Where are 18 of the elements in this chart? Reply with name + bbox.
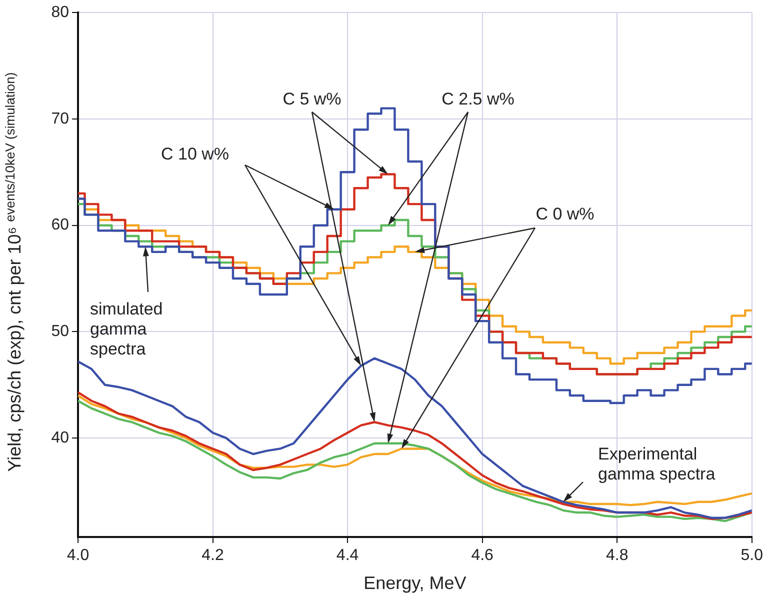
annotation: Experimental gamma spectra	[598, 444, 716, 484]
y-tick-label: 40	[51, 429, 70, 446]
annotation: C 10 w%	[160, 144, 230, 164]
annotation: C 2.5 w%	[442, 90, 514, 109]
y-tick-label: 70	[51, 110, 70, 128]
annotation: C 5 w%	[282, 90, 342, 109]
x-tick-label: 4.8	[606, 547, 628, 564]
x-axis-title: Energy, MeV	[364, 573, 466, 594]
x-tick-label: 4.2	[202, 547, 224, 564]
annotation: simulated gamma spectra	[90, 300, 163, 359]
x-tick-label: 4.0	[66, 547, 90, 564]
y-tick-label: 80	[51, 4, 70, 22]
x-tick-label: 4.4	[336, 547, 359, 564]
x-tick-label: 4.6	[471, 547, 494, 564]
y-tick-label: 60	[51, 216, 70, 234]
x-tick-label: 5.0	[740, 547, 764, 564]
y-tick-label: 50	[51, 323, 70, 340]
annotation: C 0 w%	[536, 204, 594, 224]
